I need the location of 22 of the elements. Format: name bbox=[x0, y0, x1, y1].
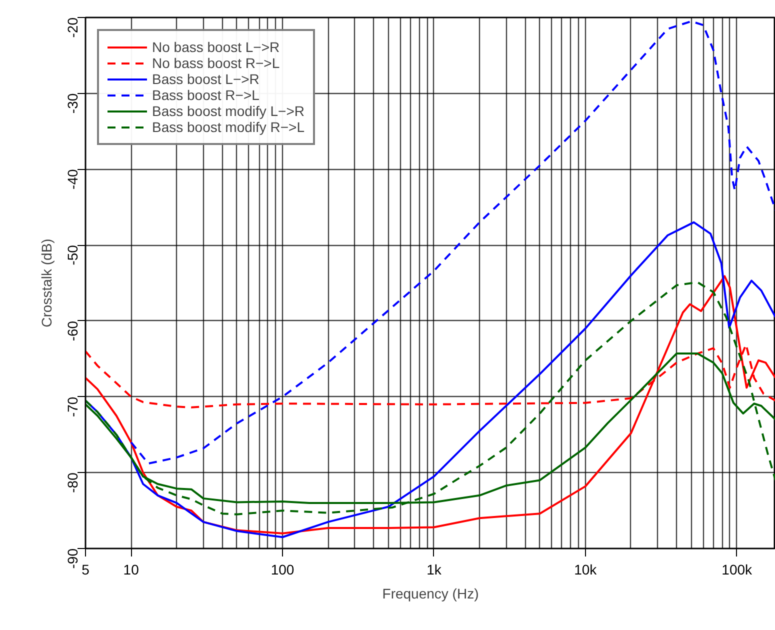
legend-label: Bass boost L−>R bbox=[152, 71, 260, 87]
legend-label: No bass boost L−>R bbox=[152, 39, 280, 55]
y-tick-label: -90 bbox=[64, 548, 80, 569]
x-axis-title: Frequency (Hz) bbox=[382, 586, 479, 602]
legend-label: Bass boost modify L−>R bbox=[152, 103, 305, 119]
y-tick-label: -50 bbox=[64, 244, 80, 266]
legend-label: No bass boost R−>L bbox=[152, 55, 280, 71]
legend-label: Bass boost R−>L bbox=[152, 87, 260, 103]
x-tick-label: 100k bbox=[722, 562, 754, 578]
y-tick-label: -70 bbox=[64, 396, 80, 418]
y-axis-title: Crosstalk (dB) bbox=[38, 238, 54, 328]
y-tick-label: -20 bbox=[64, 17, 80, 38]
y-tick-label: -60 bbox=[64, 320, 80, 342]
x-tick-label: 100 bbox=[270, 562, 294, 578]
x-tick-label: 10k bbox=[574, 562, 598, 578]
y-tick-label: -40 bbox=[64, 169, 80, 190]
x-tick-label: 10 bbox=[123, 562, 140, 578]
y-tick-label: -80 bbox=[64, 472, 80, 493]
y-tick-label: -30 bbox=[64, 93, 80, 114]
legend-label: Bass boost modify R−>L bbox=[152, 119, 305, 135]
x-tick-label: 1k bbox=[426, 562, 442, 578]
x-tick-label: 5 bbox=[82, 562, 90, 578]
